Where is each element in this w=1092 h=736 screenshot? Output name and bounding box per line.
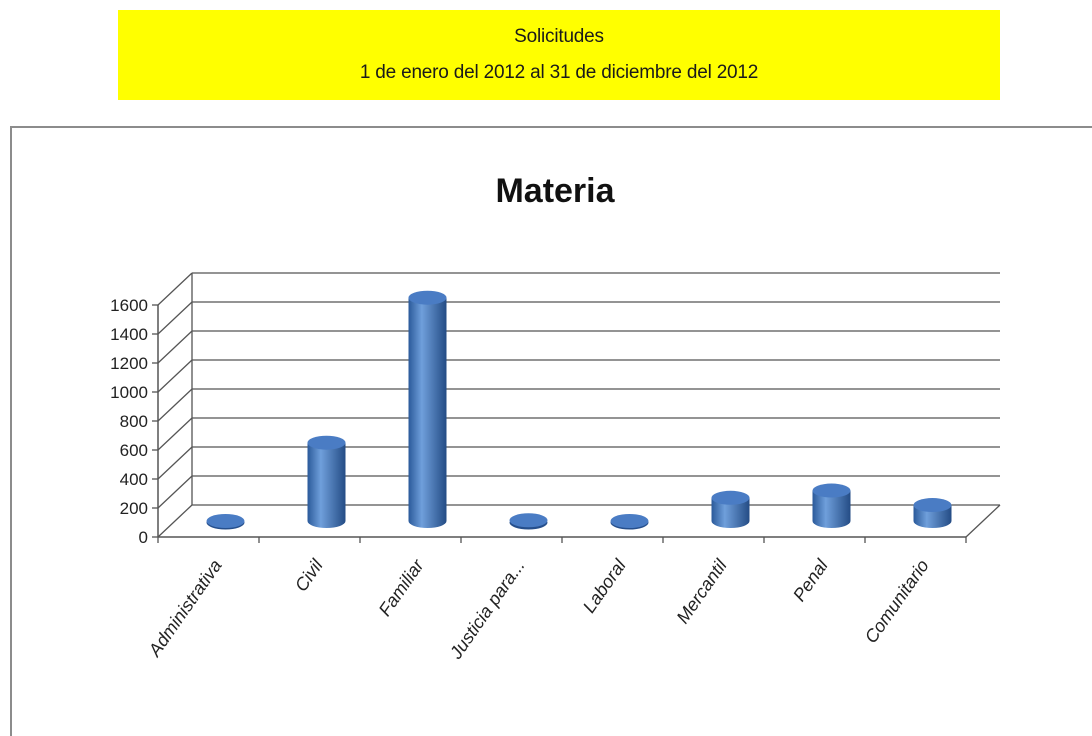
x-axis-categories: Administrativa Civil Familiar Justicia para… [144,555,933,663]
header-date-range: 1 de enero del 2012 al 31 de diciembre d… [359,62,759,83]
x-category-label: Penal [789,555,832,605]
y-tick-label: 0 [139,528,148,547]
bar-justicia-para [509,513,548,530]
x-category-label: Civil [291,555,327,595]
report-header: Solicitudes 1 de enero del 2012 al 31 de… [118,10,1000,100]
chart-frame [10,126,1092,736]
bar-familiar [408,290,447,528]
x-category-label: Mercantil [673,555,732,627]
y-tick-label: 400 [120,470,148,489]
bar-mercantil [711,490,750,528]
gridline-side-0 [157,504,193,538]
bar-administrativa [206,514,245,530]
bar-top [206,514,245,528]
bar-top [913,498,952,513]
y-tick-label: 1400 [110,325,148,344]
bars [206,290,952,530]
chart-title: Materia [495,172,615,210]
bar-top [408,290,447,305]
floor-right-edge [965,504,1001,538]
gridlines [157,272,1001,538]
bar-top [509,513,548,528]
gridline-side-5 [157,359,193,393]
bar-body [711,497,750,528]
y-tick-label: 800 [120,412,148,431]
x-category-label: Familiar [375,555,429,620]
bar-body [812,490,851,528]
y-tick-label: 1000 [110,383,148,402]
gridline-side-8 [157,272,193,306]
bar-top [711,490,750,505]
x-category-label: Justicia para... [445,556,529,663]
gridline-side-1 [157,475,193,509]
bar-civil [307,435,346,528]
x-category-label: Laboral [579,555,630,616]
gridline-side-2 [157,446,193,480]
gridline-side-4 [157,388,193,422]
y-axis-ticks: 0 200 400 600 800 1000 1200 1400 1600 [110,296,158,547]
x-category-label: Administrativa [144,556,226,661]
bar-comunitario [913,498,952,528]
y-tick-label: 1200 [110,354,148,373]
y-tick-label: 200 [120,499,148,518]
y-tick-label: 1600 [110,296,148,315]
bar-top [812,483,851,498]
header-title: Solicitudes [514,26,604,47]
bar-top [307,435,346,450]
y-tick-label: 600 [120,441,148,460]
gridline-side-3 [157,417,193,451]
gridline-side-7 [157,301,193,335]
bar-body [307,442,346,528]
gridline-side-6 [157,330,193,364]
bar-laboral [610,514,649,530]
bar-top [610,514,649,528]
bar-penal [812,483,851,528]
bar-body [408,297,447,528]
x-category-label: Comunitario [861,556,933,647]
